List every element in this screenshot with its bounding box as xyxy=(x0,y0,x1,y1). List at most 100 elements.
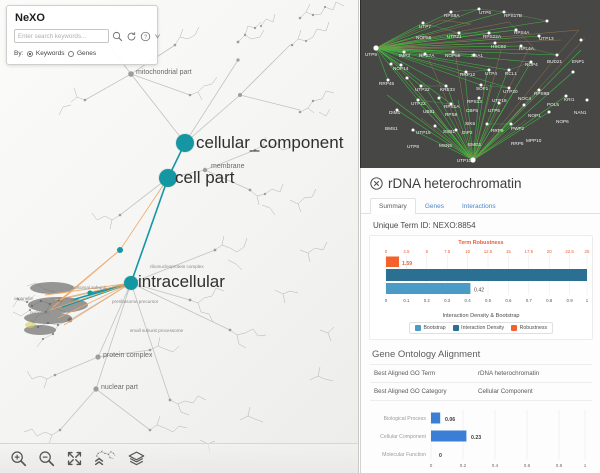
term-metrics-svg: 0 2.5 5 7.5 10 12.5 15 17.5 20 22.5 25 1.59 xyxy=(385,249,590,303)
go-xtick-3: 0.6 xyxy=(524,463,531,468)
svg-text:7.5: 7.5 xyxy=(444,249,451,254)
legend-label-interaction-density: Interaction Density xyxy=(461,325,505,331)
collapse-network-icon[interactable] xyxy=(94,449,116,467)
legend-item-interaction-density: Interaction Density xyxy=(452,325,505,331)
radio-keywords-label: Keywords xyxy=(35,50,65,57)
svg-text:NOP58: NOP58 xyxy=(445,53,461,58)
svg-text:MPP10: MPP10 xyxy=(526,138,542,143)
legend-swatch-robustness xyxy=(511,325,518,331)
search-panel[interactable]: NeXO ? xyxy=(6,5,161,65)
chart-legend: Bootstrap Interaction Density Robustness xyxy=(408,322,554,334)
svg-text:RPS22A: RPS22A xyxy=(483,34,502,39)
gene-network-graph: UTP9 UTP10 RPS8A UTP6 UTP7 RPS17B NOP56 … xyxy=(365,7,589,163)
tree-hub-cellular-component[interactable] xyxy=(176,134,194,152)
search-icon[interactable] xyxy=(112,31,123,42)
tab-genes[interactable]: Genes xyxy=(424,203,444,210)
tree-label-protein-complex: protein complex xyxy=(103,352,153,359)
svg-text:UTP6: UTP6 xyxy=(479,10,491,15)
svg-text:UTP21: UTP21 xyxy=(447,34,462,39)
zoom-in-icon[interactable] xyxy=(10,450,27,467)
svg-text:NOP14: NOP14 xyxy=(393,66,409,71)
legend-item-bootstrap: Bootstrap xyxy=(414,325,446,331)
svg-text:SOF1: SOF1 xyxy=(476,86,489,91)
svg-text:UTP22: UTP22 xyxy=(411,101,426,106)
radio-genes[interactable]: Genes xyxy=(68,50,96,57)
zoom-out-icon[interactable] xyxy=(38,450,55,467)
tree-label-membrane: membrane xyxy=(211,163,245,170)
go-xtick-1: 0.2 xyxy=(460,463,467,468)
svg-text:UTP5: UTP5 xyxy=(488,108,500,113)
term-tabs: Summary Genes Interactions xyxy=(361,197,600,214)
gene-interaction-network[interactable]: UTP9 UTP10 RPS8A UTP6 UTP7 RPS17B NOP56 … xyxy=(360,0,600,169)
refresh-icon[interactable] xyxy=(126,31,137,42)
svg-text:PWP2: PWP2 xyxy=(511,126,525,131)
layers-icon[interactable] xyxy=(127,450,146,467)
radio-keywords[interactable]: Keywords xyxy=(27,50,64,57)
go-term-value: rDNA heterochromatin xyxy=(478,370,540,377)
svg-text:0: 0 xyxy=(385,298,388,303)
go-cat-label-bp: Biological Process xyxy=(384,416,427,422)
go-xtick-2: 0.4 xyxy=(492,463,499,468)
tab-interactions[interactable]: Interactions xyxy=(461,203,496,210)
go-alignment-title: Gene Ontology Alignment xyxy=(372,349,481,360)
tree-label-cell-part: cell part xyxy=(175,168,235,187)
svg-text:UB81: UB81 xyxy=(423,109,435,114)
help-icon[interactable]: ? xyxy=(140,31,151,42)
legend-label-bootstrap: Bootstrap xyxy=(423,325,446,331)
svg-text:0: 0 xyxy=(385,249,388,254)
svg-text:KRE33: KRE33 xyxy=(440,87,455,92)
tree-hub-intracellular[interactable] xyxy=(124,276,138,290)
svg-text:NOP56: NOP56 xyxy=(416,35,432,40)
radio-genes-dot xyxy=(68,50,75,57)
svg-text:UTP15: UTP15 xyxy=(416,130,431,135)
svg-text:12.5: 12.5 xyxy=(484,249,493,254)
svg-text:ENP1: ENP1 xyxy=(572,59,585,64)
go-xtick-0: 0 xyxy=(430,463,433,468)
tab-summary[interactable]: Summary xyxy=(370,198,416,214)
tree-label-ribonucleoprotein-complex: ribonucleoprotein complex xyxy=(150,264,204,269)
svg-text:RPS8A: RPS8A xyxy=(444,13,460,18)
ontology-tree-canvas[interactable]: cellular_component cell part intracellul… xyxy=(0,0,359,473)
robustness-value: 1.59 xyxy=(402,261,412,267)
go-alignment-svg: Biological Process Cellular Component Mo… xyxy=(380,410,587,468)
unique-term-id: Unique Term ID: NEXO:8854 xyxy=(373,221,476,230)
svg-text:UTP18: UTP18 xyxy=(492,98,507,103)
svg-text:5: 5 xyxy=(426,249,429,254)
svg-text:2.5: 2.5 xyxy=(403,249,410,254)
svg-text:?: ? xyxy=(144,34,147,40)
search-by-label: By: xyxy=(14,50,24,57)
svg-text:BUD21: BUD21 xyxy=(547,59,563,64)
search-input[interactable] xyxy=(14,29,109,43)
svg-text:25: 25 xyxy=(585,249,590,254)
close-circle-icon[interactable] xyxy=(370,177,383,190)
tree-label-intracellular: intracellular xyxy=(138,272,225,291)
tree-hub-cell-part[interactable] xyxy=(159,169,177,187)
svg-text:RPS17B: RPS17B xyxy=(504,13,522,18)
term-metrics-chart: Term Robustness 0 2.5 5 7.5 10 12.5 15 17.5 20… xyxy=(369,235,593,340)
tree-label-mitochondrial-part: mitochondrial part xyxy=(136,69,192,76)
radio-keywords-dot xyxy=(27,50,34,57)
tree-label-ribosomal-subunit: ribosomal subunit xyxy=(70,285,107,290)
svg-text:10: 10 xyxy=(465,249,470,254)
svg-text:SIK6: SIK6 xyxy=(465,121,476,126)
svg-text:SSB1: SSB1 xyxy=(443,129,455,134)
chart-top-axis-title: Term Robustness xyxy=(458,240,504,246)
svg-text:NOP6: NOP6 xyxy=(556,119,569,124)
ontology-tree-graph xyxy=(12,1,345,453)
go-term-key: Best Aligned GO Term xyxy=(374,370,436,377)
search-by-row: By: Keywords Genes xyxy=(14,50,150,57)
go-xtick-5: 1 xyxy=(584,463,587,468)
svg-text:RCL1: RCL1 xyxy=(505,71,517,76)
svg-text:KRI1: KRI1 xyxy=(564,97,575,102)
svg-text:UTP4: UTP4 xyxy=(485,71,497,76)
svg-text:NOP4: NOP4 xyxy=(525,62,538,67)
chevron-down-icon[interactable] xyxy=(154,31,161,42)
svg-text:UTP7: UTP7 xyxy=(419,24,431,29)
tree-label-organelle: organelle xyxy=(14,296,33,301)
svg-text:RPS1A: RPS1A xyxy=(444,104,460,109)
svg-text:CBF5: CBF5 xyxy=(466,108,478,113)
go-cat-label-cc: Cellular Component xyxy=(380,434,426,440)
go-alignment-table: Best Aligned GO Term rDNA heterochromati… xyxy=(370,364,592,401)
fit-to-screen-icon[interactable] xyxy=(66,450,83,467)
